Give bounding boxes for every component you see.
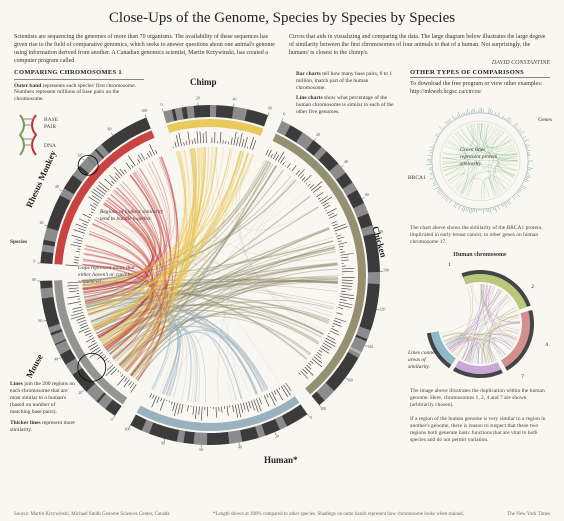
svg-text:20: 20 (40, 221, 44, 226)
intro-right: Circos that aids in visualizing and comp… (289, 33, 550, 57)
svg-text:0: 0 (283, 112, 285, 117)
svg-text:20: 20 (316, 132, 320, 137)
main-circos-diagram: 0 20 40 60 80 100 120 140 160 180 0 20 40 60 80 100 0 20 4… (30, 95, 390, 455)
mini2-caption: The image above illustrates the duplicat… (410, 388, 550, 409)
svg-text:20: 20 (78, 390, 82, 395)
intro-right-col: Circos that aids in visualizing and comp… (289, 33, 550, 67)
footer: Source: Martin Krzywinski, Michael Smith… (14, 512, 550, 517)
outer-band-lead: Outer band (14, 83, 41, 89)
svg-text:40: 40 (55, 184, 59, 189)
svg-text:80: 80 (32, 278, 36, 283)
svg-text:80: 80 (108, 127, 112, 132)
download-text: To download the free program or view oth… (410, 81, 550, 97)
label-human: Human* (264, 455, 298, 465)
byline: DAVID CONSTANTINE (289, 59, 550, 67)
svg-text:100: 100 (383, 268, 389, 273)
label-chimp: Chimp (190, 77, 217, 87)
svg-text:180: 180 (320, 406, 326, 411)
svg-text:80: 80 (161, 441, 165, 446)
svg-text:60: 60 (78, 153, 82, 158)
svg-text:40: 40 (238, 445, 242, 450)
svg-text:160: 160 (347, 378, 353, 383)
svg-text:100: 100 (141, 108, 147, 113)
svg-text:40: 40 (232, 97, 236, 102)
svg-text:20: 20 (196, 96, 200, 101)
mini2-lines-label: Lines connect areas of similarity. (408, 350, 442, 371)
svg-text:40: 40 (344, 160, 348, 165)
svg-text:140: 140 (367, 344, 373, 349)
page-title: Close-Ups of the Genome, Species by Spec… (14, 10, 550, 27)
lines-lead: Lines (10, 381, 23, 387)
svg-text:40: 40 (54, 357, 58, 362)
svg-text:0: 0 (160, 102, 162, 107)
svg-text:0: 0 (310, 416, 312, 421)
svg-text:0: 0 (111, 417, 113, 422)
mini1-brca-label: BRCA1 (408, 175, 426, 182)
bar-chart-annot: Bar charts tell how many base pairs, 0 t… (296, 71, 396, 92)
svg-text:60: 60 (268, 106, 272, 111)
svg-text:100: 100 (124, 427, 130, 432)
intro-left: Scientists are sequencing the genomes of… (14, 33, 275, 67)
intro-paragraphs: Scientists are sequencing the genomes of… (14, 33, 550, 67)
svg-text:120: 120 (379, 307, 385, 312)
human-footnote: *Length shown at 200% compared to other … (213, 512, 464, 517)
svg-text:60: 60 (38, 318, 42, 323)
publisher: The New York Times (507, 512, 550, 517)
side-column: OTHER TYPES OF COMPARISONS To download t… (404, 69, 550, 455)
mini1-genes-label: Genes (538, 117, 552, 124)
main-column: COMPARING CHROMOSOMES 1 Outer band repre… (14, 69, 404, 455)
final-note: If a region of the human genome is very … (410, 416, 550, 445)
svg-text:60: 60 (365, 192, 369, 197)
other-heading: OTHER TYPES OF COMPARISONS (410, 69, 550, 78)
mini1-green-label: Green lines represent protein similarity… (460, 147, 506, 168)
svg-text:0: 0 (33, 259, 35, 264)
source-credit: Source: Martin Krzywinski, Michael Smith… (14, 512, 170, 517)
bar-lead: Bar charts (296, 71, 321, 77)
mini2-heading: Human chromosome (410, 252, 550, 260)
mini1-caption: The chart above shows the similarity of … (410, 225, 550, 246)
comparing-heading: COMPARING CHROMOSOMES 1 (14, 69, 144, 79)
